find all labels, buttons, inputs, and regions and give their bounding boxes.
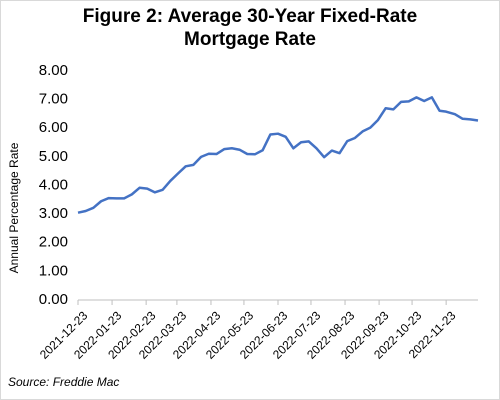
y-tick-label: 2.00 [39, 234, 68, 251]
y-tick-label: 4.00 [39, 176, 68, 193]
chart-title: Figure 2: Average 30-Year Fixed-Rate Mort… [83, 6, 417, 50]
y-axis-label: Annual Percentage Rate [7, 142, 21, 273]
line-series [77, 96, 479, 214]
y-tick-label: 5.00 [39, 148, 68, 165]
y-tick-label: 7.00 [39, 91, 68, 108]
y-tick-label: 1.00 [39, 262, 68, 279]
y-tick-label: 8.00 [39, 62, 68, 79]
source: Source: Freddie Mac [8, 375, 119, 389]
y-tick-label: 3.00 [39, 205, 68, 222]
y-tick-label: 6.00 [39, 119, 68, 136]
y-tick-label: 0.00 [39, 291, 68, 308]
